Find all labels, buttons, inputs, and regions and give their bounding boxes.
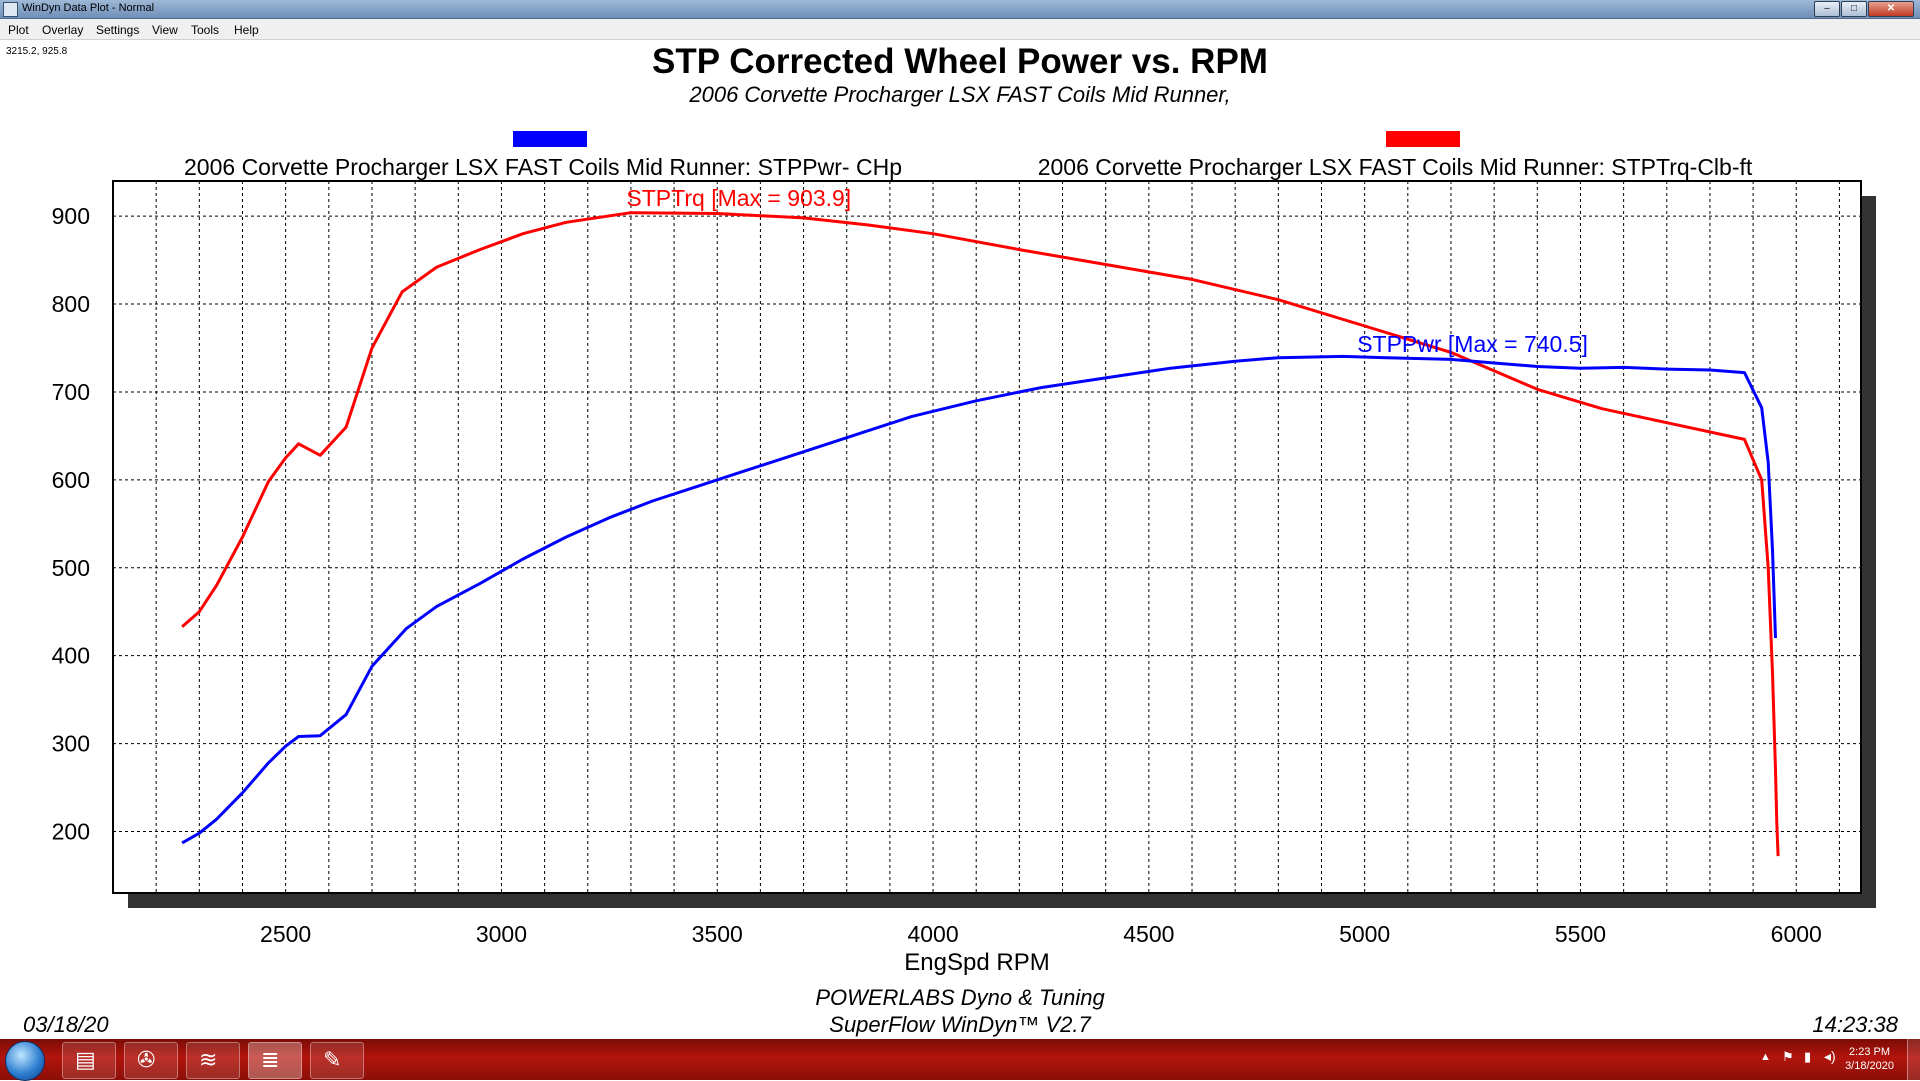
- clock-time: 2:23 PM: [1849, 1046, 1891, 1058]
- network-icon[interactable]: ▮: [1804, 1049, 1812, 1064]
- folder-icon: ▤: [75, 1047, 96, 1072]
- minimize-button[interactable]: –: [1814, 1, 1840, 17]
- menu-help[interactable]: Help: [234, 23, 259, 37]
- satellite-icon: ✇: [137, 1047, 156, 1072]
- y-tick-label: 400: [52, 643, 90, 669]
- y-tick-label: 800: [52, 291, 90, 317]
- taskbar: ▤ ✇ ≋ ≣ ✎ ▲ ⚑ ▮ ◂) 2:23 PM 3/18/2020: [0, 1039, 1920, 1081]
- close-button[interactable]: ✕: [1868, 1, 1914, 17]
- x-tick-label: 3500: [692, 921, 743, 947]
- menu-plot[interactable]: Plot: [8, 23, 29, 37]
- y-tick-label: 500: [52, 555, 90, 581]
- taskbar-windyn[interactable]: ≋: [186, 1042, 240, 1079]
- torque-max-label: STPTrq [Max = 903.9]: [626, 185, 851, 211]
- taskbar-windyn-plot[interactable]: ≣: [248, 1042, 302, 1079]
- power-curve: [181, 354, 1777, 845]
- menu-overlay[interactable]: Overlay: [42, 23, 84, 37]
- taskbar-clock[interactable]: 2:23 PM 3/18/2020: [1845, 1045, 1894, 1073]
- clock-date: 3/18/2020: [1845, 1060, 1894, 1072]
- taskbar-folder[interactable]: ▤: [62, 1042, 116, 1079]
- y-tick-label: 900: [52, 203, 90, 229]
- window-title-bar: WinDyn Data Plot - Normal – □ ✕: [0, 0, 1920, 19]
- tray-expand-icon[interactable]: ▲: [1760, 1051, 1771, 1063]
- window-title: WinDyn Data Plot - Normal: [22, 2, 155, 14]
- power-max-label: STPPwr [Max = 740.5]: [1357, 331, 1588, 357]
- taskbar-satellite[interactable]: ✇: [124, 1042, 178, 1079]
- footer-date: 03/18/20: [23, 1012, 109, 1037]
- torque-curve: [181, 211, 1780, 857]
- dyno-chart: 2006 Corvette Procharger LSX FAST Coils …: [52, 131, 1876, 976]
- menu-view[interactable]: View: [152, 23, 178, 37]
- menu-tools[interactable]: Tools: [191, 23, 220, 37]
- plot-frame: [112, 180, 1862, 894]
- paint-icon: ✎: [323, 1047, 342, 1072]
- chart-subtitle: 2006 Corvette Procharger LSX FAST Coils …: [689, 82, 1231, 107]
- y-tick-label: 200: [52, 818, 90, 844]
- maximize-button[interactable]: □: [1841, 1, 1867, 17]
- x-tick-label: 5000: [1339, 921, 1390, 947]
- chart-title: STP Corrected Wheel Power vs. RPM: [652, 42, 1268, 81]
- y-tick-label: 700: [52, 379, 90, 405]
- x-axis-label: EngSpd RPM: [904, 949, 1049, 976]
- x-tick-label: 6000: [1771, 921, 1822, 947]
- windyn-icon: ≋: [199, 1047, 218, 1072]
- windyn-plot-icon: ≣: [261, 1047, 280, 1072]
- footer-shop: POWERLABS Dyno & Tuning: [815, 985, 1105, 1010]
- x-tick-label: 4500: [1123, 921, 1174, 947]
- show-desktop-button[interactable]: [1907, 1039, 1920, 1080]
- x-tick-label: 4000: [907, 921, 958, 947]
- menu-settings[interactable]: Settings: [96, 23, 140, 37]
- legend-label-torque: 2006 Corvette Procharger LSX FAST Coils …: [1038, 154, 1753, 180]
- system-tray: ▲ ⚑ ▮ ◂) 2:23 PM 3/18/2020: [1720, 1039, 1920, 1080]
- legend-swatch-power: [513, 131, 587, 147]
- footer-time: 14:23:38: [1812, 1012, 1898, 1037]
- x-tick-label: 2500: [260, 921, 311, 947]
- x-tick-label: 5500: [1555, 921, 1606, 947]
- y-tick-label: 600: [52, 467, 90, 493]
- x-tick-label: 3000: [476, 921, 527, 947]
- action-center-flag-icon[interactable]: ⚑: [1782, 1049, 1794, 1064]
- footer-software: SuperFlow WinDyn™ V2.7: [829, 1012, 1091, 1037]
- cursor-readout: 3215.2, 925.8: [6, 46, 68, 57]
- taskbar-paint[interactable]: ✎: [310, 1042, 364, 1079]
- start-button[interactable]: [5, 1041, 45, 1081]
- volume-icon[interactable]: ◂): [1824, 1048, 1836, 1064]
- menu-bar: Plot Overlay Settings View Tools Help: [0, 19, 1920, 40]
- legend-label-power: 2006 Corvette Procharger LSX FAST Coils …: [184, 154, 902, 180]
- legend-swatch-torque: [1386, 131, 1460, 147]
- app-icon: [3, 2, 18, 17]
- y-tick-label: 300: [52, 731, 90, 757]
